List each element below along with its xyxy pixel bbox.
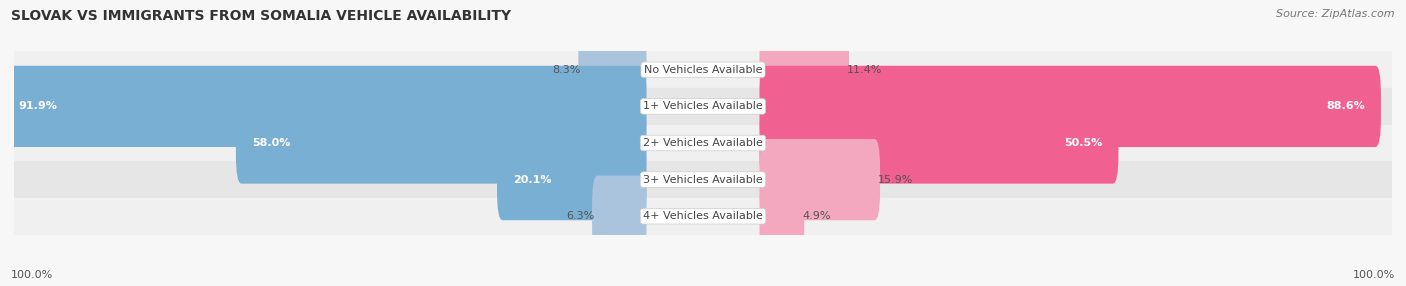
Bar — [14, 51, 1392, 88]
Bar — [14, 88, 1392, 125]
Text: 4+ Vehicles Available: 4+ Vehicles Available — [643, 211, 763, 221]
Text: 20.1%: 20.1% — [513, 175, 551, 184]
FancyBboxPatch shape — [592, 176, 647, 257]
FancyBboxPatch shape — [3, 66, 647, 147]
Text: 8.3%: 8.3% — [553, 65, 581, 75]
FancyBboxPatch shape — [759, 139, 880, 220]
Text: 91.9%: 91.9% — [18, 102, 58, 111]
Text: 6.3%: 6.3% — [565, 211, 595, 221]
Text: 1+ Vehicles Available: 1+ Vehicles Available — [643, 102, 763, 111]
Bar — [14, 161, 1392, 198]
Text: 2+ Vehicles Available: 2+ Vehicles Available — [643, 138, 763, 148]
Bar — [14, 125, 1392, 161]
Bar — [14, 198, 1392, 235]
Text: 100.0%: 100.0% — [11, 270, 53, 280]
FancyBboxPatch shape — [496, 139, 647, 220]
Text: 3+ Vehicles Available: 3+ Vehicles Available — [643, 175, 763, 184]
Text: 15.9%: 15.9% — [877, 175, 914, 184]
Text: No Vehicles Available: No Vehicles Available — [644, 65, 762, 75]
Text: Source: ZipAtlas.com: Source: ZipAtlas.com — [1277, 9, 1395, 19]
Text: 11.4%: 11.4% — [846, 65, 883, 75]
FancyBboxPatch shape — [759, 66, 1381, 147]
FancyBboxPatch shape — [759, 102, 1118, 184]
FancyBboxPatch shape — [759, 29, 849, 110]
Text: SLOVAK VS IMMIGRANTS FROM SOMALIA VEHICLE AVAILABILITY: SLOVAK VS IMMIGRANTS FROM SOMALIA VEHICL… — [11, 9, 512, 23]
FancyBboxPatch shape — [578, 29, 647, 110]
Text: 58.0%: 58.0% — [252, 138, 290, 148]
Text: 88.6%: 88.6% — [1326, 102, 1365, 111]
FancyBboxPatch shape — [759, 176, 804, 257]
FancyBboxPatch shape — [236, 102, 647, 184]
Text: 4.9%: 4.9% — [803, 211, 831, 221]
Text: 50.5%: 50.5% — [1064, 138, 1102, 148]
Text: 100.0%: 100.0% — [1353, 270, 1395, 280]
